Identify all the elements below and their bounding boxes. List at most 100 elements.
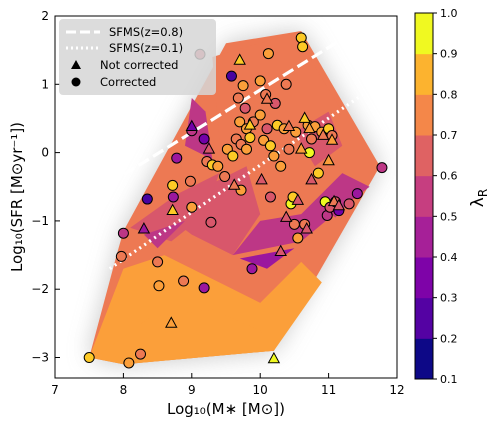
corrected-point (115, 250, 127, 262)
corrected-point (153, 280, 165, 292)
x-tick-label: 11 (321, 383, 336, 397)
not-corrected-point (316, 128, 330, 140)
corrected-point (292, 232, 304, 244)
legend-label: Not corrected (100, 58, 178, 72)
colorbar-tick-label: 0.5 (440, 210, 458, 223)
x-axis-label: Log₁₀(M∗ [M⊙]) (167, 400, 285, 418)
colorbar-tick-label: 0.3 (440, 292, 458, 305)
not-corrected-point (233, 53, 246, 65)
corrected-point (171, 152, 183, 164)
colorbar-bands (415, 13, 433, 380)
not-corrected-point (274, 244, 287, 257)
colorbar-label: λR (468, 189, 490, 207)
colorbar-tick-label: 0.6 (440, 170, 458, 183)
corrected-point (254, 75, 266, 87)
legend-circle-icon (71, 77, 81, 87)
corrected-point (306, 133, 317, 145)
not-corrected-point (185, 119, 199, 132)
corrected-point (212, 160, 224, 172)
corrected-point (135, 348, 146, 360)
corrected-point (117, 227, 129, 239)
colorbar-tick-label: 0.9 (440, 48, 458, 61)
sfms-z08-line (108, 24, 364, 185)
corrected-point (234, 116, 246, 128)
not-corrected-point (325, 133, 339, 145)
colorbar-tick-label: 0.4 (440, 251, 458, 264)
not-corrected-point (298, 111, 311, 123)
y-tick-label: −2 (31, 282, 49, 296)
y-tick-label: 2 (41, 9, 49, 23)
colorbar-band (415, 175, 433, 217)
colorbar-band (415, 216, 433, 258)
corrected-point (232, 92, 244, 104)
colorbar-band (415, 338, 433, 380)
not-corrected-point (291, 193, 305, 205)
not-corrected-point (282, 119, 296, 132)
corrected-point (205, 216, 217, 228)
plot-area: 7 8 9 10 11 12 210−1−2−3 (31, 9, 404, 397)
not-corrected-point (332, 198, 346, 211)
colorbar-tick-label: 1.0 (440, 7, 458, 20)
contour-region (130, 173, 220, 242)
legend-entry-sfms-z01: SFMS(z=0.1) (66, 41, 183, 55)
corrected-point (283, 143, 295, 155)
legend-entry-not-corrected: Not corrected (71, 58, 178, 72)
not-corrected-point (260, 92, 274, 104)
corrected-point (227, 150, 239, 162)
x-tick-label: 7 (51, 383, 59, 397)
corrected-point (198, 282, 210, 294)
corrected-point (254, 109, 266, 121)
y-axis-ticks: 2 1 0 −1 −2 −3 (31, 9, 60, 365)
plot-frame (54, 15, 398, 379)
colorbar-band (415, 135, 433, 177)
corrected-point (268, 150, 280, 162)
corrected-point (237, 80, 249, 92)
corrected-point (178, 275, 190, 287)
legend-entry-sfms-z08: SFMS(z=0.8) (66, 25, 183, 39)
legend-label: SFMS(z=0.8) (109, 25, 183, 39)
not-corrected-point (137, 222, 151, 234)
corrected-point (123, 357, 135, 369)
y-tick-label: −3 (31, 351, 49, 365)
x-tick-label: 12 (389, 383, 404, 397)
colorbar-band (415, 94, 433, 136)
corrected-point (83, 352, 95, 364)
not-corrected-point (300, 222, 313, 234)
colorbar-band (415, 13, 433, 55)
not-corrected-point (165, 316, 178, 328)
colorbar-ticks: 0.1 0.2 0.3 0.4 0.5 0.6 0.7 0.8 0.9 1.0 (433, 7, 458, 386)
corrected-point (297, 41, 309, 53)
colorbar-band (415, 297, 433, 339)
contour-region (232, 173, 370, 256)
legend-triangle-icon (71, 60, 81, 69)
colorbar-tick-label: 0.7 (440, 129, 458, 142)
not-corrected-point (303, 121, 316, 134)
not-corrected-point (227, 178, 241, 190)
not-corrected-point (202, 142, 216, 154)
corrected-point (225, 70, 237, 82)
corrected-point (275, 160, 287, 172)
not-corrected-point (267, 351, 281, 364)
x-tick-label: 10 (253, 383, 268, 397)
y-tick-label: 0 (41, 146, 49, 160)
corrected-point (351, 188, 363, 200)
corrected-point (186, 201, 198, 213)
corrected-point (343, 198, 355, 210)
corrected-point (261, 123, 273, 135)
corrected-point (376, 162, 388, 174)
y-tick-label: −1 (31, 214, 49, 228)
legend: SFMS(z=0.8) SFMS(z=0.1) Not corrected Co… (59, 19, 216, 95)
corrected-point (241, 143, 253, 155)
x-tick-label: 9 (188, 383, 196, 397)
corrected-point (184, 175, 196, 187)
sfms-lines (108, 24, 364, 271)
legend-entry-corrected: Corrected (71, 75, 156, 89)
corrected-point (264, 191, 276, 203)
corrected-point (239, 102, 251, 114)
corrected-point (152, 256, 164, 268)
corrected-point (295, 32, 307, 44)
corrected-point (141, 193, 153, 205)
marker-layer (83, 32, 388, 369)
corrected-point (262, 48, 274, 60)
